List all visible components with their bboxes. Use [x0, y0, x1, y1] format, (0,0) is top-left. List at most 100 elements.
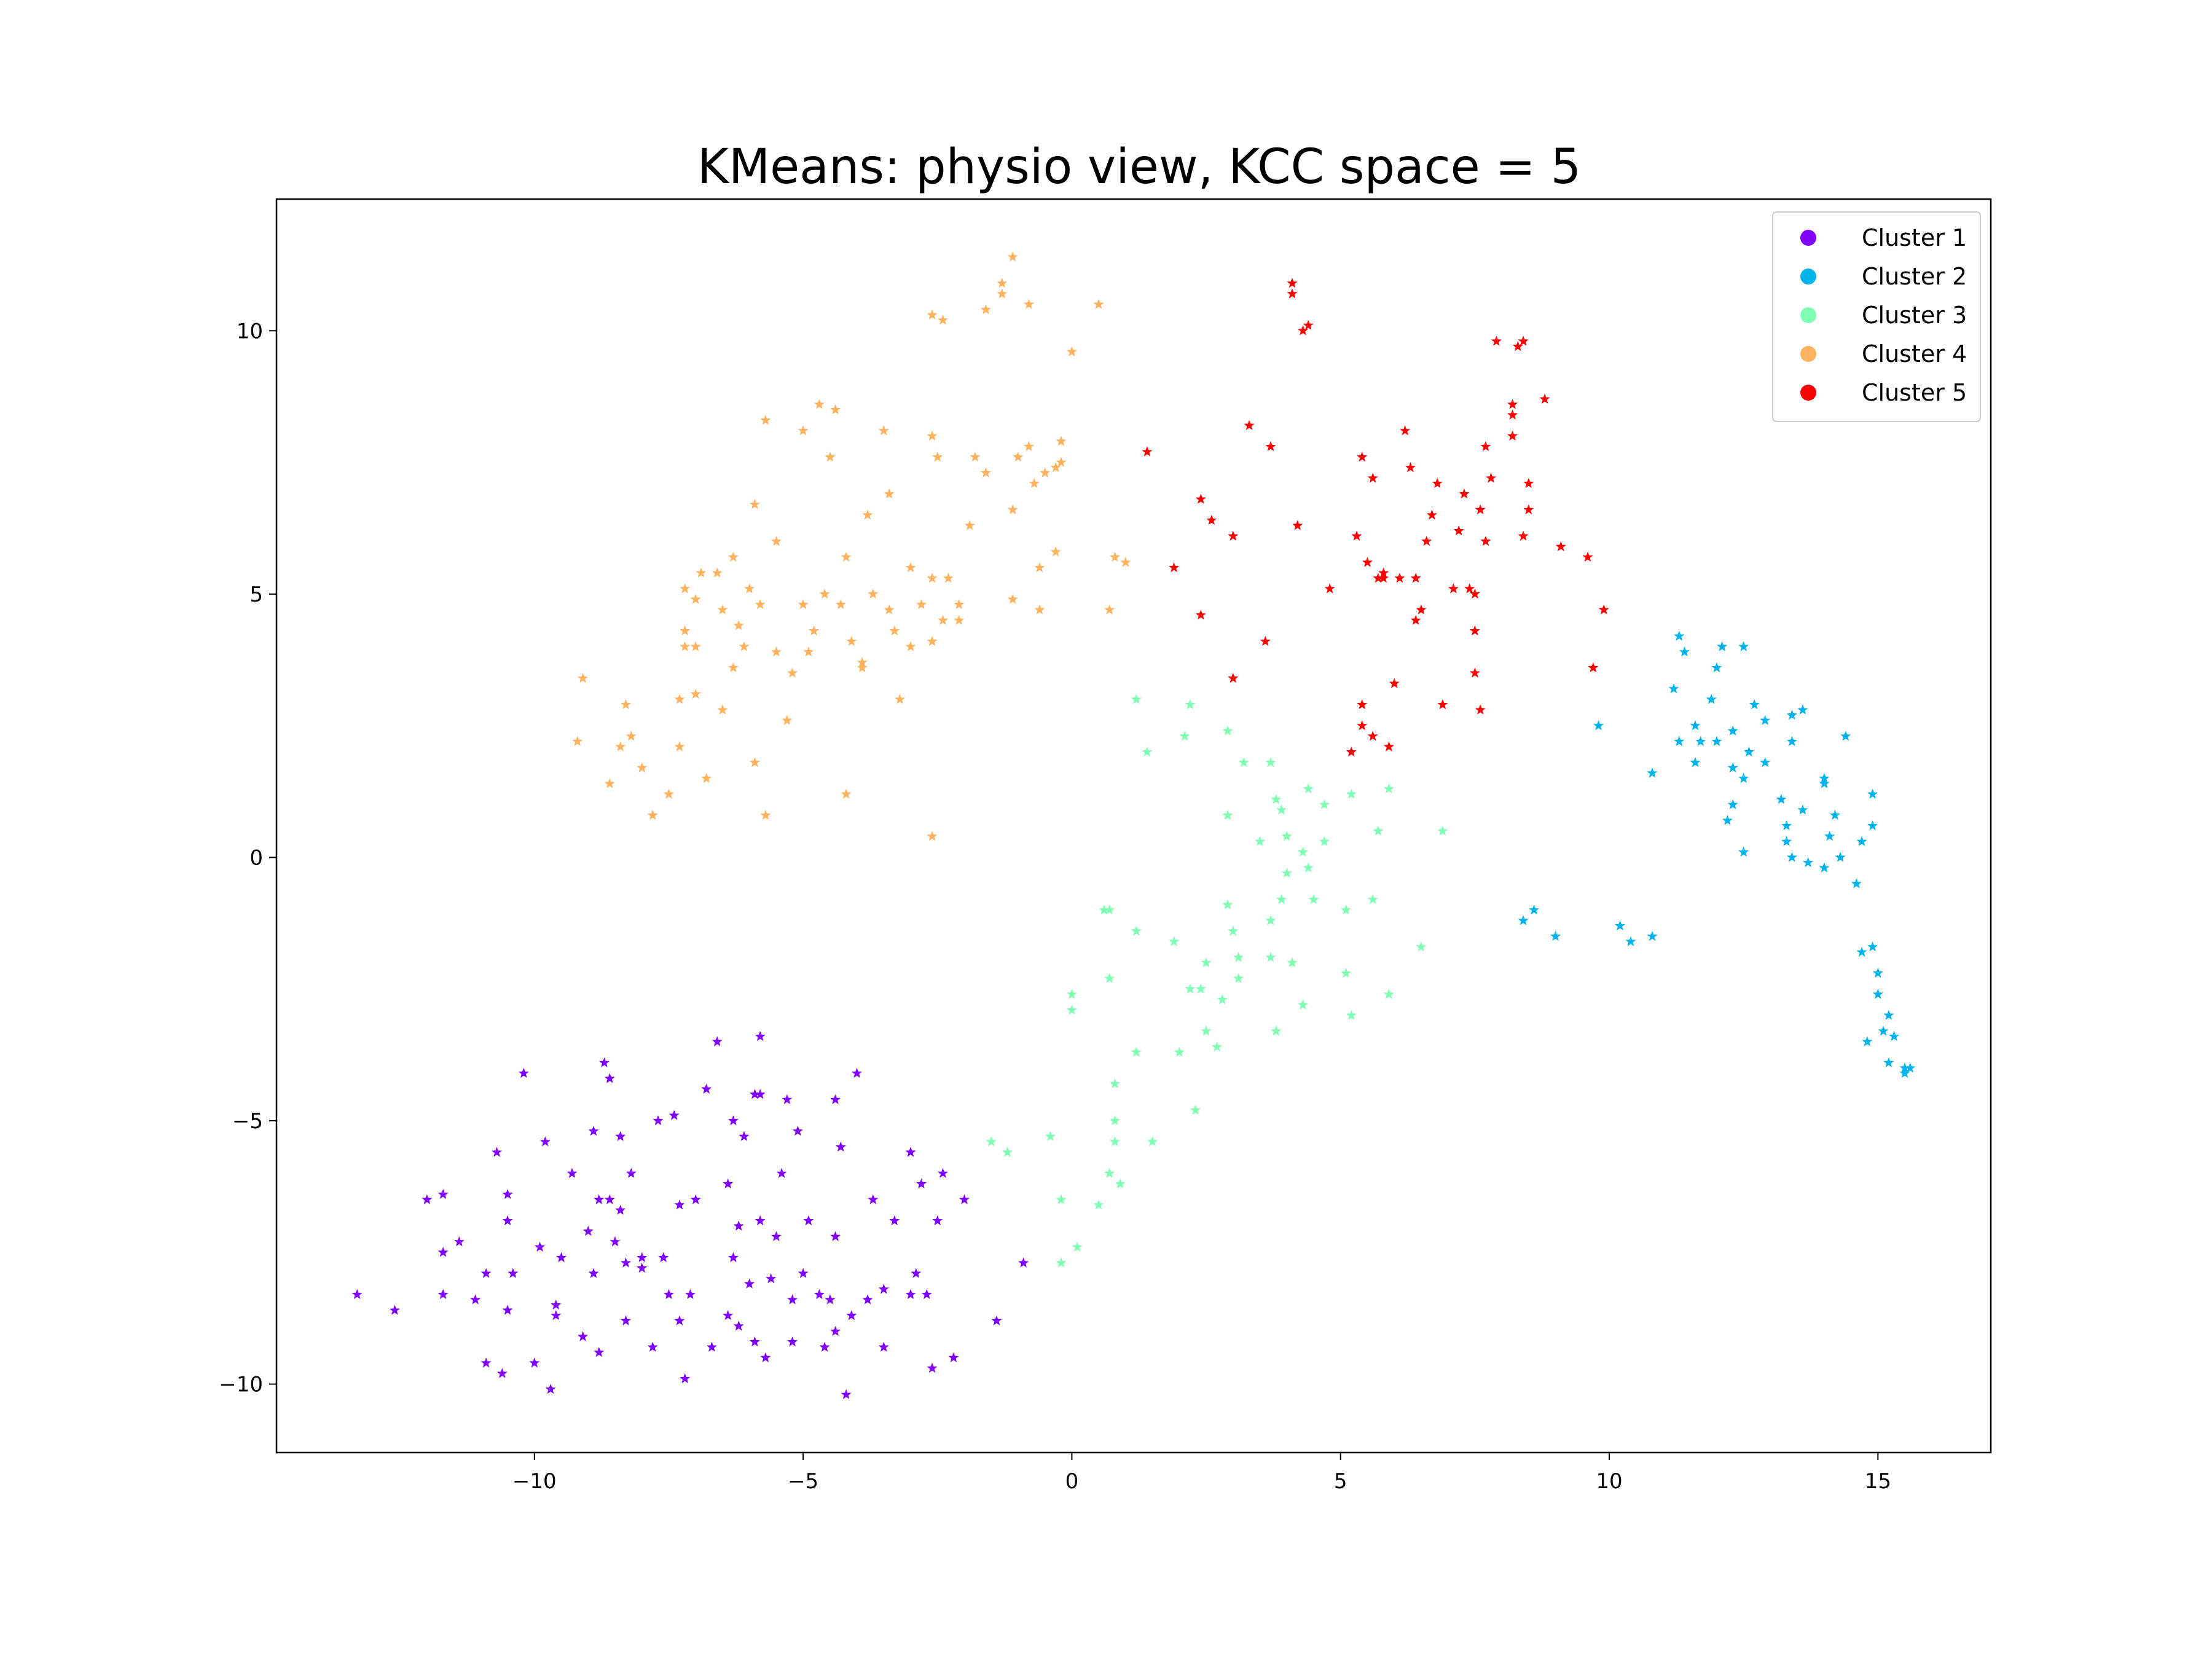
data-point-cluster-1: [594, 1347, 605, 1357]
points-layer: [351, 251, 1916, 1399]
data-point-cluster-5: [1292, 520, 1303, 530]
data-point-cluster-5: [1324, 583, 1335, 594]
data-point-cluster-4: [916, 599, 927, 610]
data-point-cluster-4: [1034, 604, 1045, 614]
data-point-cluster-5: [1486, 473, 1497, 483]
data-point-cluster-4: [997, 278, 1008, 288]
y-tick-label: 10: [237, 319, 263, 343]
data-point-cluster-5: [1362, 557, 1373, 567]
data-point-cluster-1: [787, 1294, 798, 1304]
data-point-cluster-2: [1856, 946, 1867, 957]
data-point-cluster-3: [1271, 794, 1282, 804]
data-point-cluster-4: [884, 604, 895, 614]
data-point-cluster-2: [1738, 846, 1749, 857]
data-point-cluster-3: [1367, 894, 1378, 904]
data-point-cluster-3: [1265, 915, 1276, 925]
data-point-cluster-4: [1013, 452, 1024, 462]
data-point-cluster-1: [749, 1336, 760, 1347]
legend-label-cluster-3: Cluster 3: [1862, 302, 1967, 329]
data-point-cluster-2: [1835, 852, 1846, 862]
data-point-cluster-1: [911, 1268, 922, 1278]
data-point-cluster-5: [1357, 699, 1368, 710]
data-point-cluster-3: [1383, 783, 1394, 794]
data-point-cluster-2: [1803, 857, 1814, 868]
data-point-cluster-3: [986, 1136, 997, 1147]
data-point-cluster-2: [1727, 725, 1738, 735]
data-point-cluster-4: [1029, 477, 1040, 488]
data-point-cluster-5: [1475, 504, 1486, 514]
data-point-cluster-5: [1410, 614, 1421, 625]
data-point-cluster-4: [604, 778, 615, 788]
data-point-cluster-1: [723, 1178, 734, 1189]
data-point-cluster-2: [1797, 804, 1808, 815]
data-point-cluster-4: [572, 735, 583, 747]
data-point-cluster-4: [674, 741, 685, 751]
data-point-cluster-4: [997, 288, 1008, 299]
data-point-cluster-1: [626, 1167, 637, 1178]
data-point-cluster-3: [1238, 757, 1249, 767]
data-point-cluster-3: [1066, 1005, 1077, 1015]
data-point-cluster-1: [690, 1194, 701, 1204]
data-point-cluster-4: [1109, 551, 1120, 562]
data-point-cluster-3: [1340, 968, 1351, 978]
data-point-cluster-5: [1555, 541, 1566, 551]
data-point-cluster-3: [1185, 699, 1196, 710]
data-point-cluster-3: [1056, 1257, 1067, 1268]
data-point-cluster-2: [1905, 1062, 1916, 1073]
data-point-cluster-2: [1690, 757, 1701, 767]
data-point-cluster-1: [830, 1094, 841, 1104]
data-point-cluster-5: [1410, 573, 1421, 583]
data-point-cluster-4: [857, 662, 868, 673]
data-point-cluster-3: [1287, 957, 1298, 968]
data-point-cluster-2: [1776, 794, 1787, 804]
plot-frame: [275, 198, 1992, 1454]
data-point-cluster-5: [1357, 452, 1368, 462]
data-point-cluster-5: [1287, 278, 1298, 288]
data-point-cluster-5: [1228, 673, 1239, 683]
data-point-cluster-3: [1201, 1026, 1212, 1036]
data-point-cluster-5: [1523, 477, 1534, 488]
data-point-cluster-5: [1539, 393, 1550, 404]
data-point-cluster-5: [1260, 636, 1271, 646]
data-point-cluster-4: [728, 551, 739, 562]
data-point-cluster-1: [959, 1194, 970, 1204]
data-point-cluster-5: [1518, 530, 1529, 541]
data-point-cluster-1: [932, 1215, 943, 1226]
data-point-cluster-1: [453, 1236, 465, 1247]
data-point-cluster-4: [717, 704, 728, 715]
data-point-cluster-4: [970, 452, 981, 462]
data-point-cluster-1: [706, 1341, 717, 1352]
data-point-cluster-3: [1437, 825, 1448, 836]
data-point-cluster-2: [1711, 735, 1722, 747]
data-point-cluster-3: [1131, 694, 1142, 704]
data-point-cluster-4: [927, 831, 938, 841]
data-point-cluster-3: [1002, 1147, 1013, 1157]
data-point-cluster-2: [1738, 641, 1749, 651]
data-point-cluster-5: [1346, 747, 1357, 757]
data-point-cluster-1: [674, 1315, 685, 1325]
data-point-cluster-5: [1389, 678, 1400, 688]
data-point-cluster-3: [1109, 1136, 1120, 1147]
data-point-cluster-5: [1195, 493, 1206, 504]
data-point-cluster-4: [938, 315, 949, 325]
data-point-cluster-3: [1045, 1131, 1056, 1141]
data-point-cluster-5: [1507, 399, 1518, 409]
data-point-cluster-3: [1373, 825, 1384, 836]
data-point-cluster-4: [728, 662, 739, 673]
data-point-cluster-1: [862, 1294, 873, 1304]
data-point-cluster-4: [932, 452, 943, 462]
x-tick-label: −5: [788, 1469, 818, 1494]
data-point-cluster-4: [690, 641, 701, 651]
data-point-cluster-4: [755, 599, 766, 610]
data-point-cluster-1: [733, 1320, 744, 1331]
data-point-cluster-1: [663, 1288, 674, 1300]
data-point-cluster-1: [921, 1288, 932, 1300]
data-point-cluster-2: [1829, 809, 1840, 820]
data-point-cluster-1: [733, 1220, 744, 1231]
legend-marker-cluster-2: [1800, 269, 1816, 284]
data-point-cluster-4: [1023, 441, 1034, 452]
data-point-cluster-4: [798, 425, 809, 436]
data-point-cluster-4: [835, 599, 846, 610]
data-point-cluster-2: [1711, 662, 1722, 673]
data-point-cluster-3: [1340, 904, 1351, 915]
